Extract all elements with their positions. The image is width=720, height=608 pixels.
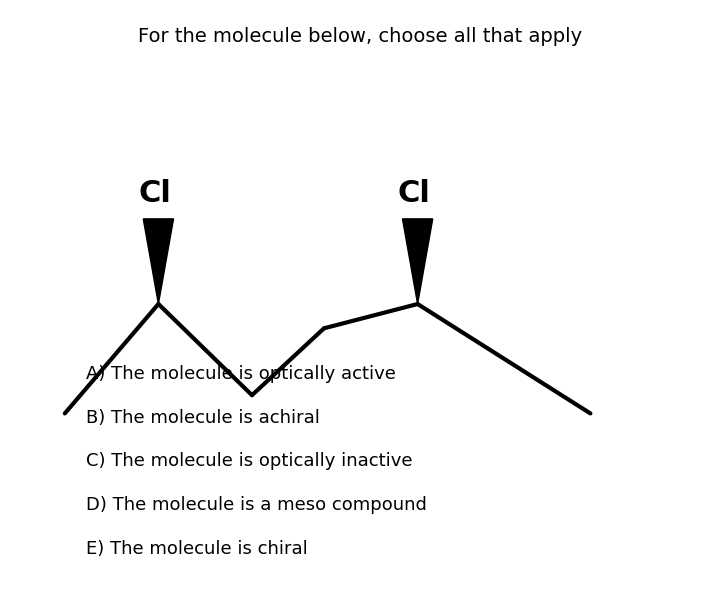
Text: C) The molecule is optically inactive: C) The molecule is optically inactive [86,452,413,471]
Polygon shape [143,219,174,304]
Text: D) The molecule is a meso compound: D) The molecule is a meso compound [86,496,427,514]
Text: For the molecule below, choose all that apply: For the molecule below, choose all that … [138,27,582,46]
Text: A) The molecule is optically active: A) The molecule is optically active [86,365,396,383]
Polygon shape [402,219,433,304]
Text: E) The molecule is chiral: E) The molecule is chiral [86,540,308,558]
Text: Cl: Cl [138,179,171,208]
Text: B) The molecule is achiral: B) The molecule is achiral [86,409,320,427]
Text: Cl: Cl [397,179,431,208]
